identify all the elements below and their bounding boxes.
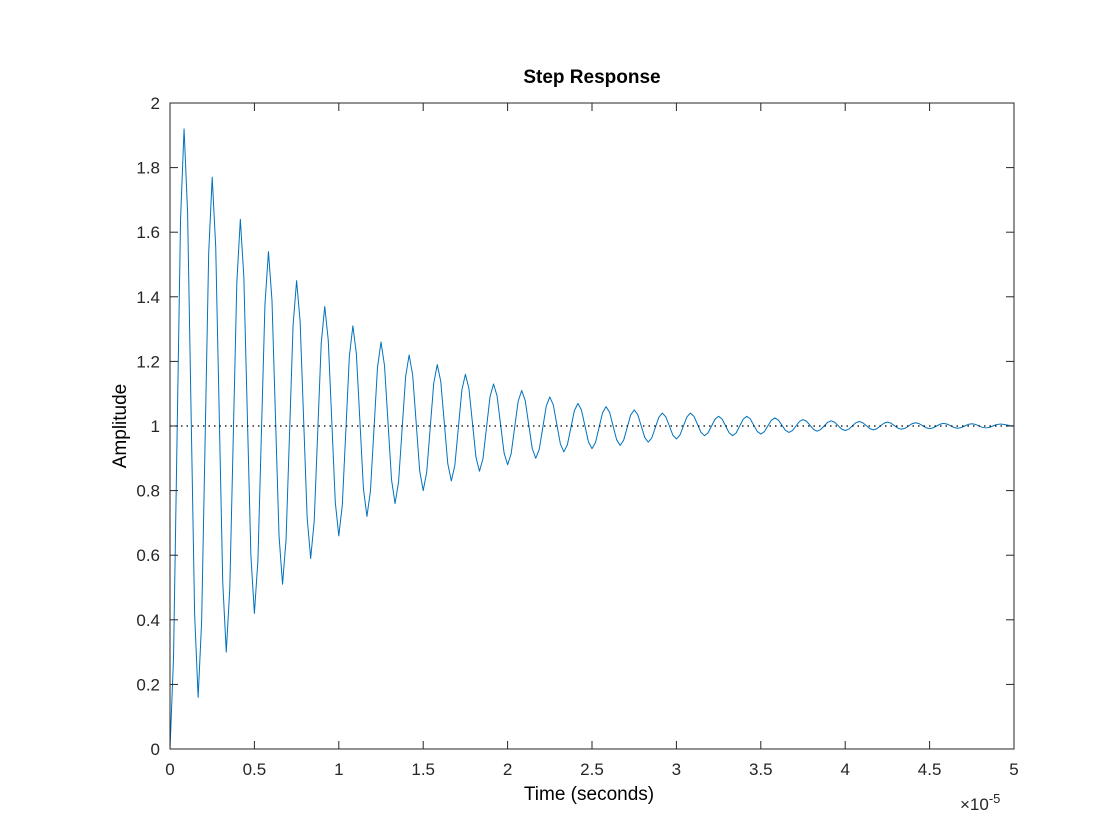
y-tick-label: 1	[151, 417, 160, 436]
y-tick-label: 2	[151, 94, 160, 113]
x-axis-ticks: 0 0.5 1 1.5 2 2.5 3 3.5 4 4.5 5	[165, 103, 1019, 779]
y-tick-label: 0.4	[136, 611, 160, 630]
x-tick-label: 0.5	[243, 760, 267, 779]
x-tick-label: 4.5	[918, 760, 942, 779]
x-tick-label: 3.5	[749, 760, 773, 779]
y-axis-ticks: 0 0.2 0.4 0.6 0.8 1 1.2 1.4 1.6 1.8 2	[136, 94, 1014, 759]
x-axis-exponent: ×10-5	[960, 791, 1000, 814]
y-tick-label: 1.2	[136, 352, 160, 371]
y-tick-label: 0	[151, 740, 160, 759]
y-tick-label: 0.8	[136, 482, 160, 501]
chart-title: Step Response	[523, 67, 660, 88]
y-tick-label: 0.2	[136, 675, 160, 694]
x-axis-exponent-base: ×10	[960, 795, 989, 814]
x-axis-label: Time (seconds)	[524, 784, 654, 805]
y-tick-label: 1.6	[136, 223, 160, 242]
x-tick-label: 0	[165, 760, 174, 779]
response-line	[169, 128, 1015, 750]
y-tick-label: 0.6	[136, 546, 160, 565]
x-tick-label: 1	[334, 760, 343, 779]
axes-background	[170, 103, 1014, 749]
x-axis-exponent-power: -5	[989, 791, 1001, 806]
x-tick-label: 1.5	[411, 760, 435, 779]
x-tick-label: 2	[503, 760, 512, 779]
y-tick-label: 1.8	[136, 159, 160, 178]
y-axis-label: Amplitude	[110, 384, 131, 469]
x-tick-label: 2.5	[580, 760, 604, 779]
y-tick-label: 1.4	[136, 288, 160, 307]
plot-area	[169, 128, 1015, 750]
x-tick-label: 3	[672, 760, 681, 779]
x-tick-label: 5	[1009, 760, 1018, 779]
x-tick-label: 4	[840, 760, 849, 779]
